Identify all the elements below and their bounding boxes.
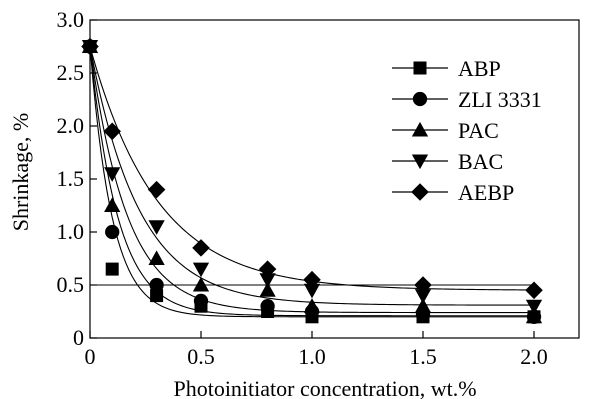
point-zli-3331 [260,299,275,314]
legend-label: BAC [458,149,503,174]
y-tick-label: 3.0 [57,7,85,32]
legend-marker-aebp [411,183,429,201]
y-tick-label: 2.5 [57,60,85,85]
point-zli-3331 [105,224,120,240]
x-tick-label: 0.5 [187,344,215,369]
legend-item-pac: PAC [392,118,499,143]
point-pac [525,308,543,324]
legend-label: AEBP [458,180,514,205]
point-bac [259,273,276,288]
tick-labels: 0 0.5 1.0 1.5 2.0 2.5 3.0 0 0.5 1.0 1.5 2.0 [57,7,548,369]
point-aebp [303,270,321,289]
legend-label: ZLI 3331 [458,87,542,112]
legend-item-bac: BAC [392,149,503,174]
point-zli-3331 [149,277,164,293]
legend-label: PAC [458,118,499,143]
legend-label: ABP [458,56,501,81]
point-aebp [414,276,432,294]
legend-marker-bac [411,154,429,170]
legend-marker-abp [413,61,427,75]
legend-marker-zli-3331 [412,91,428,107]
point-bac [104,167,121,182]
y-tick-label: 0.5 [57,272,85,297]
point-abp [150,289,164,303]
data-points [81,37,543,324]
y-tick-label: 1.5 [57,166,85,191]
point-pac [259,282,276,297]
x-tick-label: 1.5 [409,344,437,369]
x-tick-label: 2.0 [520,344,548,369]
point-bac [148,220,165,235]
point-aebp [147,180,166,199]
legend: ABP ZLI 3331 PAC BAC AEBP [392,56,542,205]
point-bac [414,289,432,304]
x-tick-label: 1.0 [298,344,326,369]
point-bac [192,262,210,278]
x-tick-label: 0 [85,344,96,369]
legend-marker-pac [411,121,429,137]
point-pac [303,298,321,313]
point-aebp [525,281,543,300]
legend-item-zli-3331: ZLI 3331 [392,87,542,112]
point-pac [414,298,432,313]
point-pac [104,197,121,212]
x-axis-title: Photoinitiator concentration, wt.% [173,376,476,399]
point-abp [105,262,119,276]
point-aebp [81,37,99,56]
point-zli-3331 [193,293,209,309]
y-tick-label: 0 [73,325,84,350]
legend-item-abp: ABP [392,56,501,81]
point-pac [148,250,165,265]
point-aebp [192,239,210,257]
y-tick-label: 1.0 [57,219,85,244]
point-bac [525,299,543,315]
point-bac [303,283,321,299]
point-aebp [103,122,121,141]
point-pac [192,276,210,292]
y-tick-label: 2.0 [57,113,85,138]
point-aebp [258,260,277,278]
y-axis-title: Shrinkage, % [8,113,33,232]
legend-item-aebp: AEBP [392,180,514,205]
fit-curve-bac [89,46,534,306]
